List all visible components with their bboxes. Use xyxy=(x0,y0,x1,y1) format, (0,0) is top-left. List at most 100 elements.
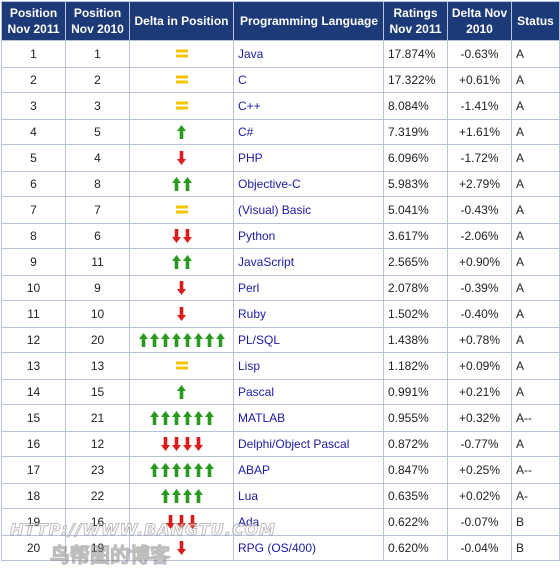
arrow-down-icon xyxy=(176,150,187,166)
language-link[interactable]: Lisp xyxy=(238,359,261,373)
position-2010-cell: 20 xyxy=(65,327,130,353)
language-cell: Lua xyxy=(233,483,384,509)
rating-cell: 1.502% xyxy=(383,300,448,328)
header-language: Programming Language xyxy=(233,1,384,41)
position-2011-cell: 19 xyxy=(1,508,66,536)
position-2011-cell: 17 xyxy=(1,456,66,484)
delta-position-cell xyxy=(129,275,234,301)
table-row: 6 8 Objective-C 5.983% +2.79% A xyxy=(1,171,560,197)
language-link[interactable]: JavaScript xyxy=(238,255,295,269)
arrow-up-icon xyxy=(138,332,226,348)
table-row: 1 1 Java 17.874% -0.63% A xyxy=(1,40,560,68)
language-link[interactable]: Lua xyxy=(238,489,259,503)
position-2010-cell: 15 xyxy=(65,379,130,405)
position-2011-cell: 2 xyxy=(1,67,66,93)
delta-position-cell xyxy=(129,508,234,536)
delta-position-cell xyxy=(129,92,234,120)
language-link[interactable]: (Visual) Basic xyxy=(238,203,312,217)
position-2011-cell: 1 xyxy=(1,40,66,68)
status-cell: A xyxy=(511,171,560,197)
arrow-down-icon xyxy=(176,540,187,556)
equal-sign-icon xyxy=(175,202,189,218)
rating-cell: 5.983% xyxy=(383,171,448,197)
delta-position-cell xyxy=(129,223,234,249)
rating-cell: 0.622% xyxy=(383,508,448,536)
language-link[interactable]: MATLAB xyxy=(238,411,286,425)
language-link[interactable]: PHP xyxy=(238,151,263,165)
language-link[interactable]: C# xyxy=(238,125,254,139)
arrow-up-icon xyxy=(176,124,187,140)
language-link[interactable]: C++ xyxy=(238,99,261,113)
rating-cell: 8.084% xyxy=(383,92,448,120)
status-cell: A xyxy=(511,144,560,172)
delta-cell: -0.43% xyxy=(447,196,512,224)
language-link[interactable]: Perl xyxy=(238,281,260,295)
header-status: Status xyxy=(511,1,560,41)
delta-position-cell xyxy=(129,431,234,457)
rating-cell: 1.438% xyxy=(383,327,448,353)
delta-position-cell xyxy=(129,352,234,380)
arrow-up-icon xyxy=(160,488,204,504)
language-link[interactable]: Python xyxy=(238,229,276,243)
language-cell: PHP xyxy=(233,144,384,172)
language-link[interactable]: PL/SQL xyxy=(238,333,281,347)
language-link[interactable]: C xyxy=(238,73,247,87)
language-link[interactable]: Delphi/Object Pascal xyxy=(238,437,350,451)
rating-cell: 17.322% xyxy=(383,67,448,93)
status-cell: A xyxy=(511,379,560,405)
language-cell: Pascal xyxy=(233,379,384,405)
arrow-down-icon xyxy=(171,228,193,244)
status-cell: A xyxy=(511,92,560,120)
position-2010-cell: 6 xyxy=(65,223,130,249)
table-row: 12 20 PL/SQL 1.438% +0.78% A xyxy=(1,327,560,353)
arrow-up-icon xyxy=(176,384,187,400)
delta-position-cell xyxy=(129,67,234,93)
table-row: 4 5 C# 7.319% +1.61% A xyxy=(1,119,560,145)
language-cell: MATLAB xyxy=(233,404,384,432)
delta-cell: -2.06% xyxy=(447,223,512,249)
equal-sign-icon xyxy=(175,358,189,374)
position-2010-cell: 10 xyxy=(65,300,130,328)
delta-cell: +2.79% xyxy=(447,171,512,197)
rating-cell: 0.872% xyxy=(383,431,448,457)
table-row: 2 2 C 17.322% +0.61% A xyxy=(1,67,560,93)
delta-position-cell xyxy=(129,248,234,276)
delta-cell: -0.39% xyxy=(447,275,512,301)
rating-cell: 5.041% xyxy=(383,196,448,224)
delta-cell: +0.90% xyxy=(447,248,512,276)
status-cell: A xyxy=(511,275,560,301)
status-cell: A- xyxy=(511,483,560,509)
language-cell: RPG (OS/400) xyxy=(233,535,384,561)
position-2010-cell: 9 xyxy=(65,275,130,301)
language-link[interactable]: Java xyxy=(238,47,264,61)
status-cell: A xyxy=(511,223,560,249)
position-2010-cell: 2 xyxy=(65,67,130,93)
language-cell: ABAP xyxy=(233,456,384,484)
arrow-down-icon xyxy=(176,306,187,322)
arrow-up-icon xyxy=(149,410,215,426)
delta-position-cell xyxy=(129,456,234,484)
header-position-2010: Position Nov 2010 xyxy=(65,1,130,41)
language-link[interactable]: Objective-C xyxy=(238,177,301,191)
language-link[interactable]: Ruby xyxy=(238,307,267,321)
table-row: 16 12 Delphi/Object Pascal 0.872% -0.77% A xyxy=(1,431,560,457)
delta-cell: -1.72% xyxy=(447,144,512,172)
language-link[interactable]: ABAP xyxy=(238,463,271,477)
language-link[interactable]: Ada xyxy=(238,515,260,529)
delta-cell: +0.21% xyxy=(447,379,512,405)
arrow-down-icon xyxy=(165,514,198,530)
equal-sign-icon xyxy=(175,72,189,88)
language-cell: Lisp xyxy=(233,352,384,380)
delta-cell: +0.78% xyxy=(447,327,512,353)
equal-sign-icon xyxy=(175,98,189,114)
delta-position-cell xyxy=(129,119,234,145)
position-2011-cell: 7 xyxy=(1,196,66,224)
arrow-up-icon xyxy=(171,176,193,192)
delta-position-cell xyxy=(129,196,234,224)
delta-cell: -0.77% xyxy=(447,431,512,457)
rating-cell: 0.635% xyxy=(383,483,448,509)
language-link[interactable]: Pascal xyxy=(238,385,275,399)
language-cell: C++ xyxy=(233,92,384,120)
language-link[interactable]: RPG (OS/400) xyxy=(238,541,317,555)
arrow-up-icon xyxy=(171,254,193,270)
